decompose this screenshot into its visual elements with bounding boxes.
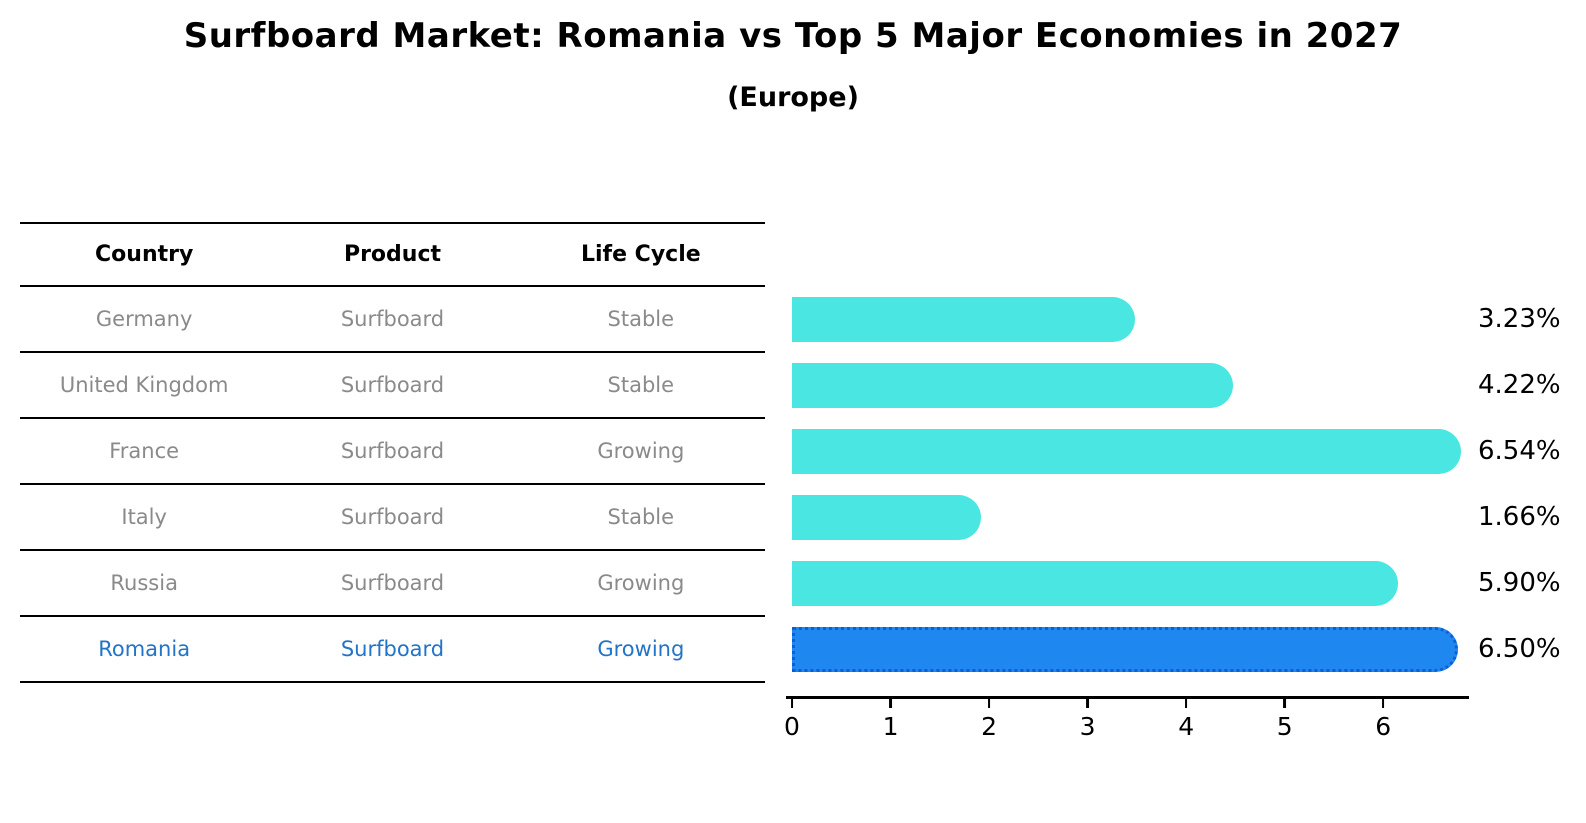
cell-country: Germany (95, 307, 193, 331)
cell-life-cycle: Growing (597, 439, 685, 463)
bar-row (792, 484, 1468, 550)
x-axis-line (786, 696, 1469, 699)
cell-product: Surfboard (340, 505, 445, 529)
cell-country: France (109, 439, 180, 463)
cell-product: Surfboard (340, 439, 445, 463)
bar-value-label: 4.22% (1478, 370, 1561, 400)
x-axis-tick-label: 4 (1178, 712, 1195, 741)
tick-mark (1283, 698, 1286, 708)
cell-product: Surfboard (340, 637, 445, 661)
country-table: Country Product Life Cycle Germany Surfb… (20, 222, 765, 683)
bar-row (792, 286, 1468, 352)
table-row-france: France Surfboard Growing (20, 419, 765, 485)
cell-country: United Kingdom (59, 373, 229, 397)
table-row-italy: Italy Surfboard Stable (20, 485, 765, 551)
bar-value-label: 1.66% (1478, 502, 1561, 532)
bar-romania (792, 626, 1458, 672)
cell-product: Surfboard (340, 571, 445, 595)
x-axis-tick-label: 3 (1079, 712, 1096, 741)
tick-mark (1184, 698, 1188, 708)
table-row-romania: Romania Surfboard Growing (20, 617, 765, 683)
bar-value-label: 5.90% (1478, 568, 1561, 598)
x-axis-tick: 5 (1277, 698, 1293, 741)
x-axis-tick-label: 1 (882, 712, 899, 741)
x-axis-tick: 4 (1178, 698, 1194, 741)
bar-france (792, 428, 1462, 474)
table-row-germany: Germany Surfboard Stable (20, 287, 765, 353)
tick-mark (790, 698, 794, 708)
bar-united-kingdom (792, 362, 1233, 408)
bar-plot-area (792, 286, 1468, 682)
column-header-life-cycle: Life Cycle (580, 242, 701, 267)
x-axis-tick-label: 5 (1276, 712, 1293, 741)
cell-country: Romania (98, 637, 191, 661)
bar-row (792, 550, 1468, 616)
x-axis-tick-label: 0 (784, 712, 800, 741)
cell-life-cycle: Growing (597, 571, 685, 595)
x-axis-tick: 3 (1080, 698, 1096, 741)
bar-value-label: 3.23% (1478, 304, 1561, 334)
x-axis: 0 1 2 3 4 5 6 (784, 698, 1468, 748)
cell-product: Surfboard (340, 373, 445, 397)
bar-value-label: 6.50% (1478, 634, 1561, 664)
bar-value-label: 6.54% (1478, 436, 1561, 466)
bar-italy (792, 494, 981, 540)
x-axis-tick: 2 (981, 698, 997, 741)
bar-row (792, 616, 1468, 682)
cell-country: Russia (110, 571, 178, 595)
x-axis-tick: 6 (1375, 698, 1391, 741)
x-axis-tick-label: 6 (1375, 712, 1392, 741)
tick-mark (889, 698, 892, 708)
bar-russia (792, 560, 1399, 606)
bar-germany (792, 296, 1136, 342)
bar-row (792, 352, 1468, 418)
chart-subtitle: (Europe) (727, 82, 859, 113)
cell-life-cycle: Stable (607, 307, 675, 331)
x-axis-tick-label: 2 (981, 712, 998, 741)
x-axis-tick: 0 (784, 698, 800, 741)
table-row-russia: Russia Surfboard Growing (20, 551, 765, 617)
table-header-row: Country Product Life Cycle (20, 224, 765, 287)
column-header-product: Product (343, 242, 442, 267)
cell-product: Surfboard (340, 307, 445, 331)
cell-life-cycle: Stable (607, 505, 675, 529)
tick-mark (1382, 698, 1385, 708)
x-axis-tick: 1 (882, 698, 899, 741)
cell-life-cycle: Growing (597, 637, 685, 661)
column-header-country: Country (95, 242, 194, 267)
cell-country: Italy (121, 505, 167, 529)
tick-mark (1086, 698, 1089, 708)
bar-value-labels: 3.23% 4.22% 6.54% 1.66% 5.90% 6.50% (1478, 286, 1586, 682)
tick-mark (987, 698, 991, 708)
table-row-united-kingdom: United Kingdom Surfboard Stable (20, 353, 765, 419)
chart-title: Surfboard Market: Romania vs Top 5 Major… (183, 16, 1403, 56)
bar-row (792, 418, 1468, 484)
cell-life-cycle: Stable (607, 373, 675, 397)
